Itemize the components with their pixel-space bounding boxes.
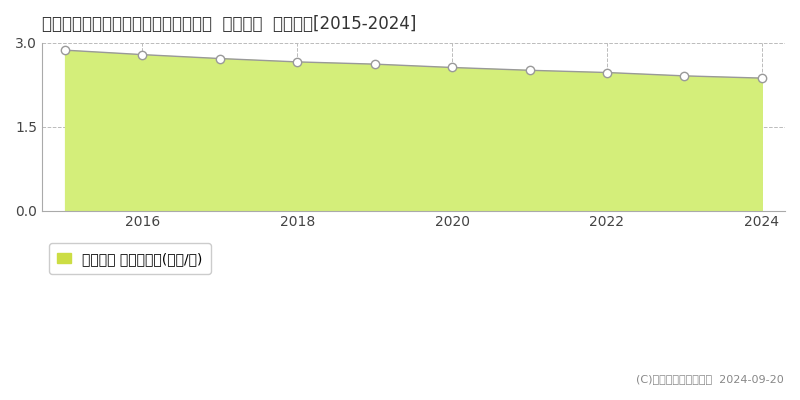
Title: 青森県むつ市脇野沢本村１８７番２外  基準地価  地価推移[2015-2024]: 青森県むつ市脇野沢本村１８７番２外 基準地価 地価推移[2015-2024] xyxy=(42,15,416,33)
Text: (C)土地価格ドットコム  2024-09-20: (C)土地価格ドットコム 2024-09-20 xyxy=(636,374,784,384)
Legend: 基準地価 平均嵪単価(万円/嵪): 基準地価 平均嵪単価(万円/嵪) xyxy=(49,244,211,274)
